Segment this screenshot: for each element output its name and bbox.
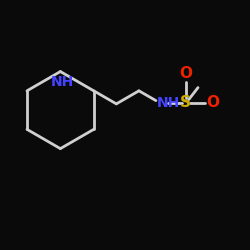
Text: O: O: [206, 95, 219, 110]
Text: S: S: [180, 95, 191, 110]
Text: NH: NH: [157, 96, 180, 110]
Text: O: O: [179, 66, 192, 81]
Text: NH: NH: [51, 75, 74, 89]
